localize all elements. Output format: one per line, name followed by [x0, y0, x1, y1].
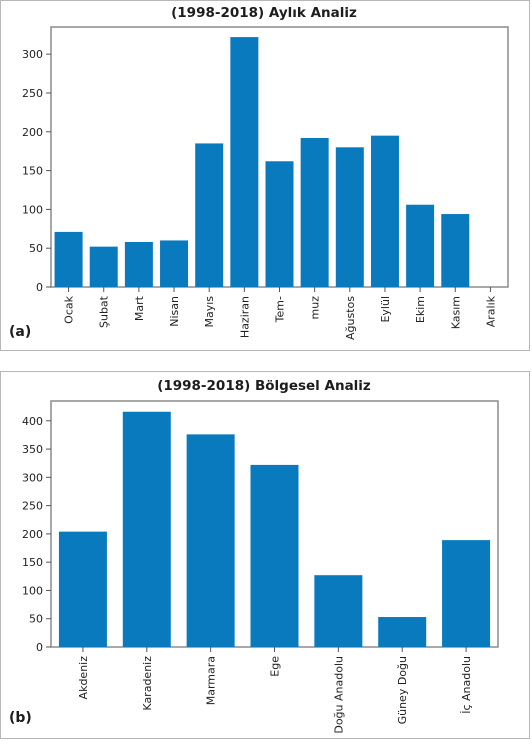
x-tick-label: Nisan — [168, 296, 181, 327]
x-tick-label: Tem- — [274, 296, 287, 323]
x-tick-label: Aralık — [484, 295, 497, 327]
bar-Doğu Anadolu — [314, 575, 363, 647]
bar-Mayıs — [195, 143, 224, 287]
y-tick-label: 300 — [22, 48, 43, 61]
bar-Ege — [250, 464, 299, 647]
y-tick-label: 250 — [22, 87, 43, 100]
panel-label: (b) — [9, 710, 32, 726]
y-tick-label: 0 — [36, 641, 43, 654]
y-tick-label: 350 — [22, 443, 43, 456]
y-tick-label: 300 — [22, 471, 43, 484]
bar-Marmara — [186, 434, 235, 647]
x-tick-label: Mayıs — [203, 296, 216, 328]
bar-Haziran — [230, 37, 259, 287]
x-tick-label: Ocak — [63, 295, 76, 323]
y-tick-label: 400 — [22, 415, 43, 428]
bar-muz — [300, 137, 329, 287]
bar-Tem- — [265, 161, 294, 287]
bar-Karadeniz — [122, 411, 171, 647]
chart-panel-monthly: (1998-2018) Aylık Analiz 0 50 100 150 200 250… — [0, 0, 530, 351]
chart-title: (1998-2018) Aylık Analiz — [171, 5, 357, 21]
chart-title: (1998-2018) Bölgesel Analiz — [157, 378, 371, 394]
x-tick-label: Haziran — [238, 296, 251, 338]
monthly-bar-chart: 0 50 100 150 200 250 300 Ocak Şubat Mart Nisan Mayı… — [22, 26, 509, 340]
bar-Ocak — [54, 231, 83, 287]
y-tick-label: 150 — [22, 165, 43, 178]
y-tick-label: 200 — [22, 126, 43, 139]
bar-Şubat — [89, 246, 118, 287]
x-tick-label: Ekim — [414, 296, 427, 323]
x-tick-label: Marmara — [205, 656, 218, 705]
bar-Eylül — [370, 135, 399, 287]
x-tick-label: Doğu Anadolu — [332, 656, 345, 734]
x-tick-label: Akdeniz — [77, 656, 90, 700]
y-tick-label: 0 — [36, 281, 43, 294]
regional-bar-chart: 0 50 100 150 200 250 300 350 400 Akdeniz Karadeniz… — [22, 400, 499, 734]
y-tick-label: 150 — [22, 556, 43, 569]
x-tick-label: Şubat — [98, 295, 111, 328]
y-tick-label: 200 — [22, 528, 43, 541]
x-tick-label: Ege — [269, 656, 282, 677]
y-tick-label: 50 — [29, 242, 43, 255]
chart-panel-regional: (1998-2018) Bölgesel Analiz 0 50 100 150 200… — [0, 371, 532, 744]
x-tick-label: Kasım — [449, 296, 462, 329]
y-tick-label: 100 — [22, 203, 43, 216]
bar-Ağustos — [335, 147, 364, 287]
x-tick-label: Eylül — [379, 296, 392, 323]
bar-Güney Doğu — [378, 617, 427, 647]
bar-Ekim — [406, 204, 435, 287]
x-tick-label: Ağustos — [344, 296, 357, 340]
x-tick-label: Mart — [133, 295, 146, 321]
y-tick-label: 250 — [22, 500, 43, 513]
panel-label: (a) — [9, 324, 32, 340]
bar-Kasım — [441, 214, 470, 287]
bar-İç Anadolu — [442, 540, 491, 647]
bar-Mart — [124, 241, 153, 287]
y-tick-label: 50 — [29, 613, 43, 626]
bar-Nisan — [160, 240, 189, 287]
x-tick-label: Güney Doğu — [396, 656, 409, 724]
bar-Akdeniz — [58, 531, 107, 647]
x-tick-label: Karadeniz — [141, 656, 154, 711]
x-tick-label: muz — [309, 296, 322, 320]
x-tick-label: İç Anadolu — [460, 656, 473, 714]
y-tick-label: 100 — [22, 584, 43, 597]
